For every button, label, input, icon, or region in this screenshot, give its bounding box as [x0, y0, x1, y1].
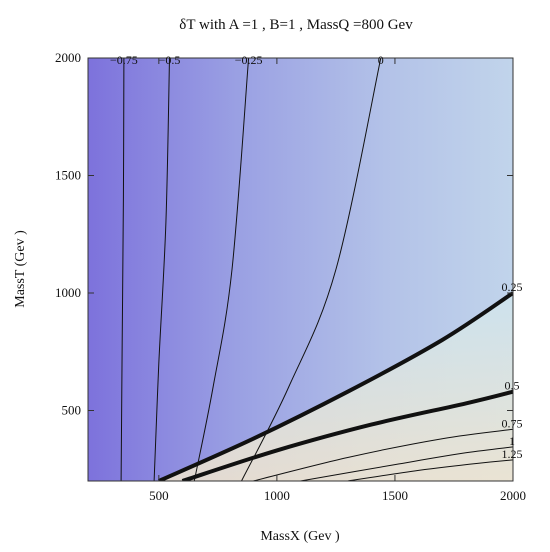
contour-line-2 — [193, 58, 250, 481]
x-axis: 500 1000 1500 2000 — [149, 58, 526, 503]
high-value-region — [158, 293, 513, 481]
contour-line-8 — [347, 459, 513, 481]
contour-line-4 — [157, 291, 513, 481]
contour-label-2: −0.25 — [235, 53, 263, 67]
contour-line-0 — [120, 58, 125, 481]
contour-label-7: 1 — [509, 434, 515, 448]
contour-label-0: −0.75 — [110, 53, 138, 67]
contour-label-5: 0.5 — [505, 379, 520, 393]
contour-label-8: 1.25 — [502, 447, 523, 461]
x-tick-label-2: 1500 — [382, 488, 408, 503]
contour-label-3: 0 — [378, 53, 384, 67]
y-axis: 500 1000 1500 2000 — [55, 50, 513, 418]
contour-label-1: −0.5 — [159, 53, 181, 67]
y-tick-label-1: 1000 — [55, 285, 81, 300]
y-tick-label-3: 2000 — [55, 50, 81, 65]
contour-label-4: 0.25 — [502, 280, 523, 294]
contour-label-6: 0.75 — [502, 416, 523, 430]
x-axis-title: MassX (Gev ) — [260, 529, 340, 544]
plot-area — [88, 58, 513, 481]
contour-labels: −0.75 −0.5 −0.25 0 0.25 0.5 0.75 11.25 — [110, 53, 522, 461]
plot-frame — [87, 57, 514, 482]
x-tick-label-1: 1000 — [264, 488, 290, 503]
y-axis-title: MassT (Gev ) — [13, 230, 28, 308]
contour-line-5 — [181, 389, 513, 481]
contour-line-1 — [153, 58, 170, 481]
x-tick-label-0: 500 — [149, 488, 169, 503]
y-tick-label-0: 500 — [62, 403, 82, 418]
x-tick-label-3: 2000 — [500, 488, 526, 503]
contour-line-7 — [300, 446, 513, 481]
chart-title: δT with A =1 , B=1 , MassQ =800 Gev — [179, 17, 413, 33]
contour-line-6 — [253, 428, 513, 481]
y-tick-label-2: 1500 — [55, 168, 81, 183]
